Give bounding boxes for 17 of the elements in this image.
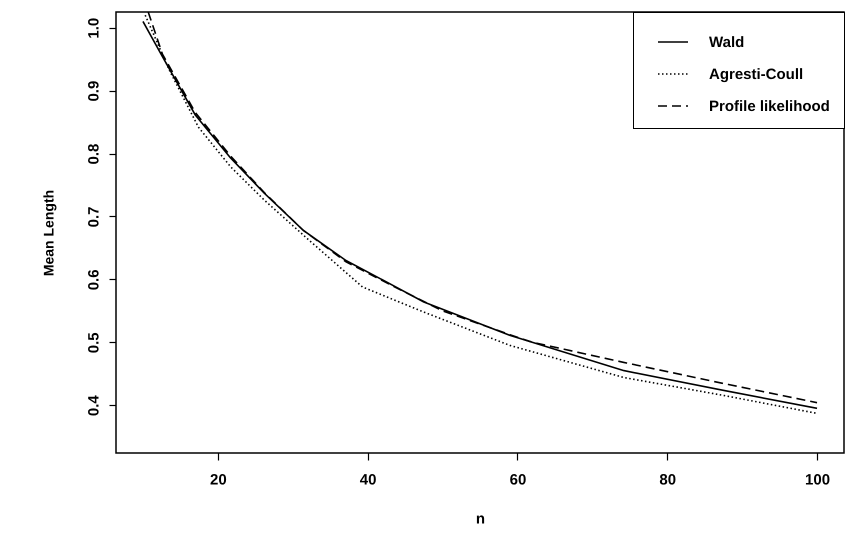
x-tick-label: 80 (659, 472, 676, 488)
legend-label: Agresti-Coull (709, 66, 804, 83)
y-tick-label: 1.0 (86, 18, 102, 39)
legend-label: Wald (709, 34, 744, 51)
x-tick-label: 40 (360, 472, 376, 488)
x-tick-label: 60 (510, 472, 526, 488)
y-tick-label: 0.8 (86, 144, 102, 164)
y-tick-label: 0.6 (86, 269, 102, 290)
y-tick-label: 0.9 (86, 80, 102, 102)
x-axis-title: n (476, 510, 486, 528)
y-tick-label: 0.4 (86, 394, 102, 416)
x-tick-label: 20 (210, 472, 227, 488)
y-tick-label: 0.7 (86, 206, 102, 228)
x-tick-label: 100 (805, 472, 830, 488)
y-axis-title: Mean Length (40, 190, 56, 276)
y-tick-label: 0.5 (86, 332, 102, 354)
legend-label: Profile likelihood (709, 98, 830, 115)
